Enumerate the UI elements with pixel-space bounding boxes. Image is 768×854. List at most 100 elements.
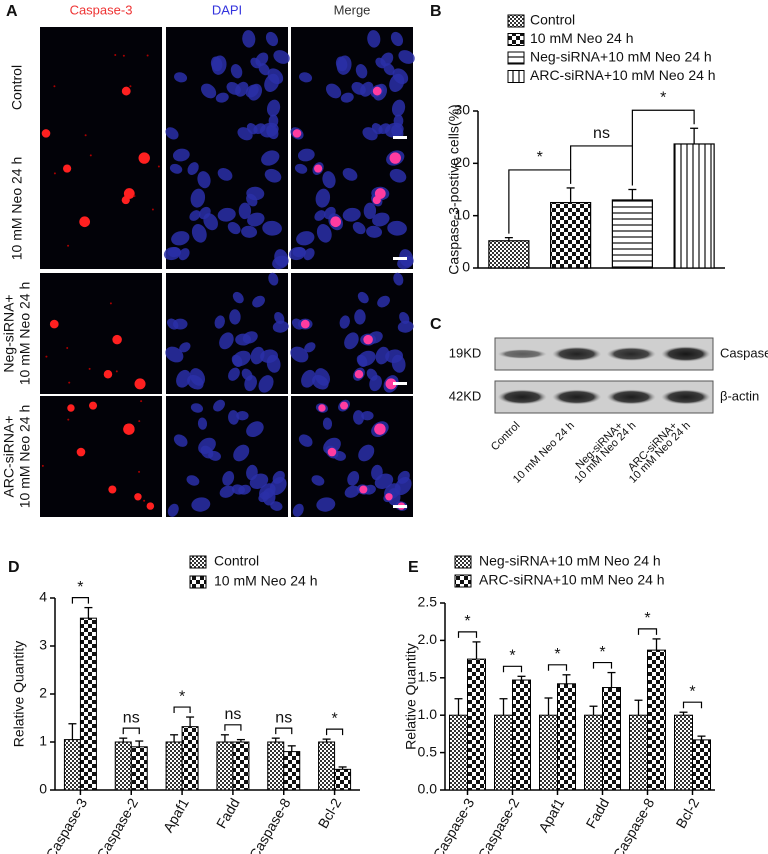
nucleus bbox=[303, 248, 315, 261]
band bbox=[552, 389, 602, 405]
caspase-signal bbox=[300, 319, 310, 329]
nucleus bbox=[390, 31, 404, 47]
nucleus bbox=[198, 206, 211, 220]
legend-swatch bbox=[454, 555, 472, 569]
nucleus bbox=[322, 417, 333, 430]
speck bbox=[88, 367, 91, 370]
caspase-signal bbox=[49, 319, 59, 329]
significance-label: * bbox=[689, 683, 695, 700]
y-tick-label: 2.0 bbox=[418, 631, 438, 647]
row-label: ARC-siRNA+ bbox=[1, 415, 17, 497]
nucleus bbox=[252, 295, 265, 308]
x-tick-label: Caspase-8 bbox=[246, 795, 294, 854]
nucleus bbox=[397, 320, 414, 333]
caspase-signal bbox=[363, 334, 373, 345]
speck bbox=[122, 54, 125, 57]
nucleus bbox=[261, 150, 280, 166]
nucleus bbox=[197, 171, 211, 189]
nucleus bbox=[298, 434, 313, 447]
micrograph bbox=[40, 148, 162, 269]
caspase-signal bbox=[330, 216, 342, 228]
nucleus bbox=[291, 318, 304, 330]
panel-letter: D bbox=[8, 559, 20, 576]
caspase-signal bbox=[354, 369, 364, 379]
column-header: DAPI bbox=[212, 2, 242, 17]
caspase-signal bbox=[108, 485, 117, 494]
nucleus bbox=[242, 30, 256, 48]
significance-bracket bbox=[682, 701, 703, 709]
nucleus bbox=[187, 162, 199, 175]
scale-bar bbox=[393, 505, 407, 508]
nucleus bbox=[246, 421, 264, 438]
significance-bracket bbox=[325, 728, 344, 736]
caspase-signal bbox=[327, 447, 337, 457]
nucleus bbox=[227, 221, 241, 235]
nucleus bbox=[352, 221, 366, 235]
bar bbox=[611, 199, 653, 269]
nucleus bbox=[356, 354, 368, 368]
significance-bracket bbox=[547, 664, 568, 671]
legend-swatch bbox=[189, 575, 207, 589]
nucleus bbox=[268, 272, 279, 286]
speck bbox=[146, 54, 149, 57]
x-tick-label: Caspase-2 bbox=[475, 795, 523, 854]
significance-label: ns bbox=[123, 709, 140, 726]
x-tick-label: Bcl-2 bbox=[672, 795, 702, 831]
nucleus bbox=[259, 483, 276, 500]
nucleus bbox=[354, 309, 366, 325]
nucleus bbox=[344, 485, 360, 498]
nucleus bbox=[229, 309, 241, 325]
bar bbox=[467, 658, 486, 791]
caspase-signal bbox=[146, 502, 155, 510]
row-label: Neg-siRNA+ bbox=[1, 294, 17, 372]
row-label: 10 mM Neo 24 h bbox=[17, 405, 33, 509]
nucleus bbox=[342, 207, 361, 222]
nucleus bbox=[258, 63, 270, 76]
nucleus bbox=[172, 148, 190, 162]
y-tick-label: 0 bbox=[462, 259, 470, 275]
band bbox=[661, 389, 711, 405]
nucleus bbox=[178, 248, 190, 261]
nucleus bbox=[375, 346, 390, 365]
speck bbox=[67, 418, 70, 421]
nucleus bbox=[316, 223, 332, 243]
nucleus bbox=[250, 57, 262, 69]
nucleus bbox=[235, 81, 249, 97]
nucleus bbox=[363, 202, 377, 220]
nucleus bbox=[399, 311, 410, 324]
bar bbox=[79, 617, 97, 791]
nucleus bbox=[322, 171, 336, 189]
bar bbox=[267, 741, 285, 791]
legend-swatch bbox=[507, 14, 525, 28]
caspase-signal bbox=[385, 493, 393, 501]
nucleus bbox=[190, 188, 206, 208]
y-tick-label: 10 bbox=[454, 206, 470, 222]
micrograph bbox=[40, 27, 162, 148]
bar bbox=[449, 714, 468, 791]
y-tick-label: 1 bbox=[39, 733, 47, 749]
nucleus bbox=[296, 231, 315, 246]
caspase-signal bbox=[67, 404, 75, 412]
nucleus bbox=[304, 342, 316, 353]
speck bbox=[45, 355, 48, 358]
significance-bracket bbox=[637, 628, 658, 635]
nucleus bbox=[299, 72, 313, 83]
caspase-signal bbox=[103, 369, 113, 379]
speck bbox=[138, 470, 141, 473]
nucleus bbox=[258, 375, 274, 393]
nucleus bbox=[233, 444, 250, 462]
panel-letter: A bbox=[6, 3, 18, 20]
lane-label: Control bbox=[489, 420, 523, 454]
nucleus bbox=[358, 444, 375, 462]
speck bbox=[133, 195, 136, 198]
bar bbox=[283, 751, 301, 791]
nucleus bbox=[200, 83, 217, 99]
nucleus bbox=[260, 349, 279, 363]
nucleus bbox=[389, 168, 407, 183]
speck bbox=[143, 499, 146, 502]
nucleus bbox=[311, 475, 325, 486]
nucleus bbox=[397, 470, 410, 484]
bar bbox=[334, 768, 352, 791]
bar bbox=[647, 649, 666, 791]
bar bbox=[602, 687, 621, 791]
